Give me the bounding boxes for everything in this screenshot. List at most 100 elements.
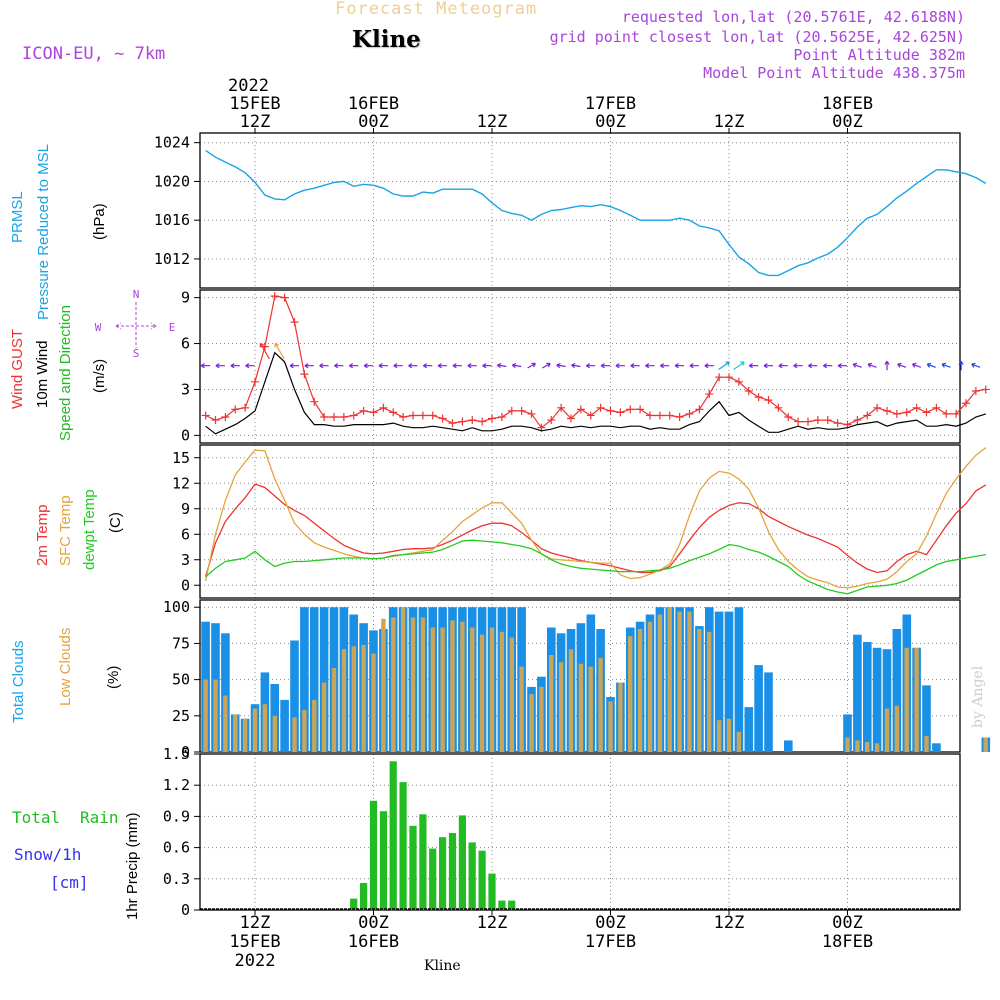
low-cloud-bar [983, 737, 988, 752]
temp-dewpt-line [205, 539, 986, 595]
wind-direction-arrow [422, 363, 433, 369]
total-cloud-bar [734, 607, 744, 752]
rain-bar [488, 873, 496, 910]
wind-gust-marker [231, 405, 240, 414]
low-cloud-bar [361, 644, 366, 752]
total-cloud-bar [932, 743, 941, 752]
wind-direction-arrow [822, 363, 833, 369]
y-tick-label: 1024 [154, 134, 190, 152]
bottom-hour-label: 00Z [358, 913, 389, 933]
low-cloud-bar [647, 621, 653, 752]
compass-east: E [169, 321, 176, 334]
wind-gust-marker [418, 411, 427, 420]
wind-direction-arrow [884, 360, 890, 371]
wind-direction-arrow [763, 363, 773, 369]
bottom-year-label: 2022 [235, 951, 276, 971]
wind-speed-line [205, 351, 986, 435]
low-cloud-bar [687, 611, 692, 752]
wind-direction-arrow [200, 363, 211, 369]
low-cloud-bar [667, 607, 672, 752]
low-cloud-bar [637, 629, 643, 752]
wind-gust-marker [942, 409, 951, 418]
compass-rose [115, 302, 157, 348]
low-cloud-bar [321, 682, 327, 752]
panel-frame-1 [199, 132, 961, 289]
temp-sfc-line [204, 447, 987, 589]
low-cloud-bar [914, 647, 919, 752]
wind-direction-arrow [215, 363, 225, 369]
y-tick-label: 0.6 [163, 839, 190, 857]
pressure-line [205, 149, 987, 277]
low-cloud-bar [292, 717, 297, 752]
top-hour-label: 12Z [714, 112, 745, 132]
wind-gust-marker [932, 403, 941, 412]
y-tick-label: 25 [172, 707, 190, 725]
wind-direction-arrow [852, 362, 862, 368]
low-cloud-bar [381, 618, 386, 752]
bottom-hour-label: 00Z [595, 913, 626, 933]
rain-bar [389, 761, 397, 910]
wind-direction-arrow [571, 362, 581, 369]
y-tick-label: 0 [181, 901, 190, 919]
compass-north: N [133, 288, 140, 301]
rain-bar [478, 850, 486, 910]
wind-gust-marker [596, 403, 605, 412]
y-tick-label: 6 [181, 335, 190, 353]
wind-gust-marker [389, 408, 398, 417]
footer-location: Kline [424, 958, 461, 974]
wind-direction-arrow [348, 363, 359, 369]
wind-gust-marker [971, 386, 980, 395]
wind-gust-marker [280, 293, 289, 302]
total-cloud-bar [290, 640, 299, 752]
y-tick-label: 15 [172, 449, 190, 467]
low-cloud-bar [568, 649, 574, 752]
low-cloud-bar [588, 666, 593, 752]
wind-direction-arrow [689, 363, 699, 369]
wind-gust-marker [201, 411, 210, 420]
bottom-hour-label: 00Z [832, 913, 863, 933]
total-cloud-bar [280, 699, 289, 752]
low-cloud-bar [233, 714, 238, 752]
precip-cm-label: [cm] [50, 873, 89, 892]
rain-bar [468, 842, 476, 910]
rain-bar [369, 800, 378, 910]
y-tick-label: 1.5 [163, 745, 190, 763]
wind-direction-arrow [542, 362, 551, 369]
wind-gust-marker [409, 411, 417, 420]
low-cloud-bar [252, 708, 258, 752]
wind-direction-arrow [911, 362, 922, 368]
low-cloud-bar [430, 627, 435, 752]
wind-gust-marker [586, 411, 595, 420]
low-cloud-bar [331, 668, 337, 752]
low-cloud-bar [203, 679, 208, 752]
wind-gust-marker [517, 406, 526, 415]
wind-gust-marker [438, 414, 447, 423]
wind-direction-arrow [645, 363, 655, 369]
wind-direction-arrow [897, 362, 907, 368]
panel-frame-2 [199, 289, 961, 444]
wind-gust-marker [349, 411, 358, 420]
wind-gust-marker [646, 411, 654, 420]
low-cloud-bar [509, 637, 514, 752]
low-cloud-bar [539, 686, 544, 752]
top-date-label: 15FEB [229, 94, 280, 114]
wind-direction-arrow [437, 363, 448, 369]
y-tick-label: 0.9 [163, 807, 190, 825]
low-cloud-bar [549, 655, 554, 752]
wind-gust-marker [744, 386, 753, 395]
wind-direction-arrow [319, 363, 329, 369]
wind-gust-marker [458, 417, 467, 426]
total-cloud-bar [872, 647, 882, 752]
rain-bar [360, 883, 368, 910]
wind-gust-marker [883, 406, 891, 415]
low-cloud-bar [529, 694, 534, 752]
low-cloud-bar [726, 718, 732, 752]
wind-gust-marker [369, 408, 378, 417]
total-cloud-bar [714, 611, 724, 752]
wind-gust-marker [211, 416, 220, 425]
wind-gust-marker [339, 412, 348, 421]
y-tick-label: 50 [172, 671, 190, 689]
low-cloud-bar [499, 631, 505, 752]
wind-gust-marker [675, 412, 684, 421]
wind-gust-marker [823, 416, 832, 425]
